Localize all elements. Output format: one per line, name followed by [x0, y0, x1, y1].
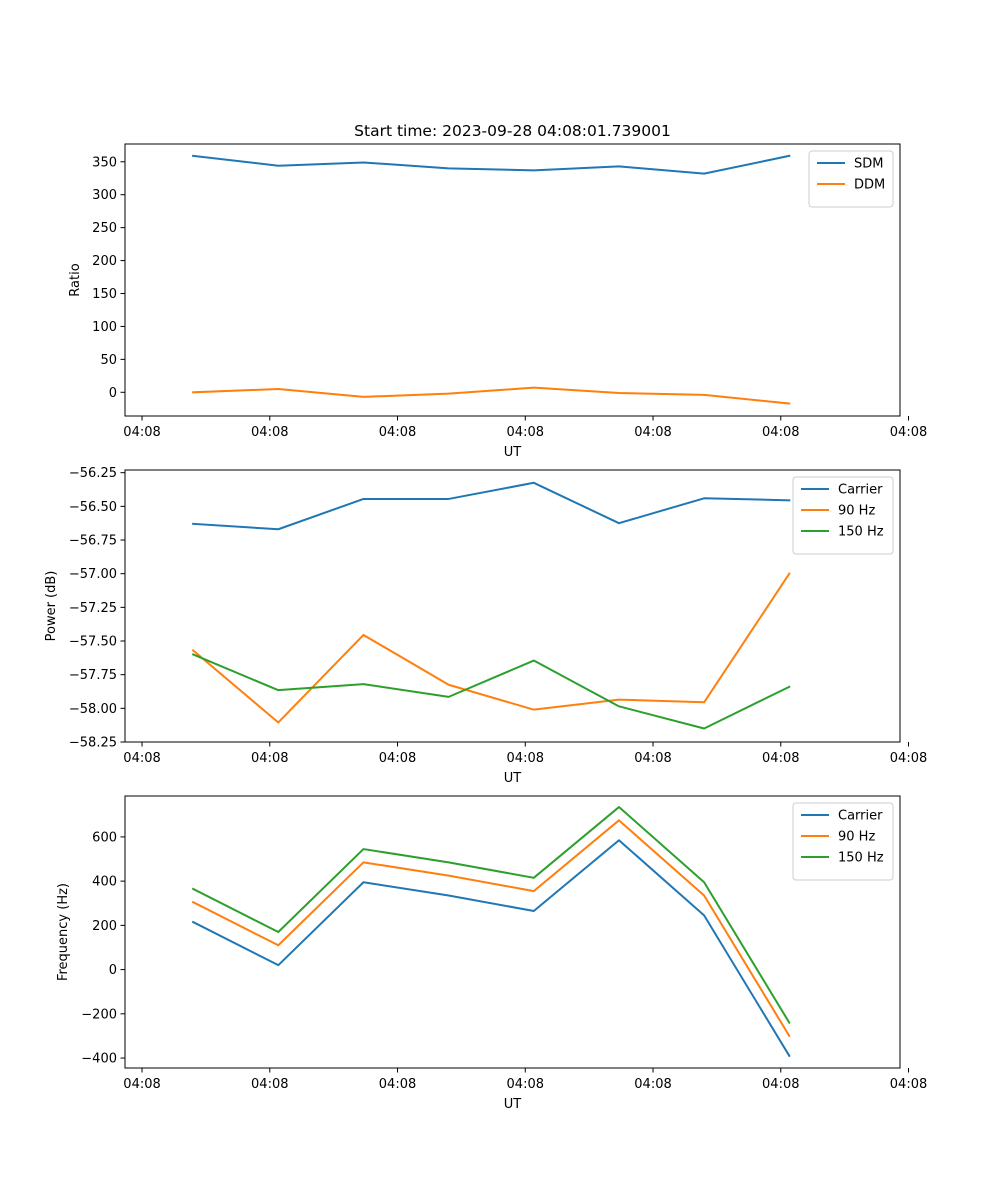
- ratio-series-line-sdm: [192, 154, 791, 175]
- frequency-x-tick-label: 04:08: [251, 1077, 288, 1092]
- ratio-legend-label: DDM: [854, 178, 885, 193]
- ratio-x-tick-label: 04:08: [634, 425, 671, 440]
- frequency-y-tick-label: 600: [92, 830, 117, 845]
- frequency-y-tick-label: 200: [92, 919, 117, 934]
- ratio-y-tick-label: 150: [92, 287, 117, 302]
- frequency-y-axis-label: Frequency (Hz): [56, 883, 71, 981]
- ratio-x-tick-label: 04:08: [123, 425, 160, 440]
- ratio-y-tick-label: 200: [92, 254, 117, 269]
- ratio-series-line-ddm: [192, 386, 791, 405]
- frequency-y-tick-label: 400: [92, 875, 117, 890]
- power-series-line-150-hz: [191, 653, 791, 730]
- power-x-axis-label: UT: [504, 771, 522, 786]
- frequency-series-line-90-hz: [191, 819, 791, 1038]
- ratio-x-tick-label: 04:08: [762, 425, 799, 440]
- power-axes-frame: [124, 469, 901, 743]
- frequency-x-tick-label: 04:08: [634, 1077, 671, 1092]
- power-legend: Carrier 90 Hz 150 Hz: [792, 476, 894, 555]
- power-y-tick-label: −56.50: [69, 500, 117, 515]
- frequency-legend-label: 90 Hz: [838, 830, 875, 845]
- ratio-legend-box: [808, 150, 894, 208]
- frequency-y-tick-label: −400: [81, 1052, 117, 1067]
- frequency-y-tick-label: −200: [81, 1007, 117, 1022]
- power-y-tick-label: −56.75: [69, 534, 117, 549]
- power-y-tick-label: −57.00: [69, 567, 117, 582]
- ratio-legend: SDM DDM: [808, 150, 894, 208]
- frequency-legend: Carrier 90 Hz 150 Hz: [792, 802, 894, 881]
- frequency-panel: 04:08 04:08 04:08 04:08 04:08 04:08 04:08 −400 −…: [56, 795, 927, 1112]
- frequency-x-axis-label: UT: [504, 1097, 522, 1112]
- power-x-tick-label: 04:08: [890, 751, 927, 766]
- power-x-tick-label: 04:08: [507, 751, 544, 766]
- power-y-tick-label: −56.25: [69, 466, 117, 481]
- ratio-x-tick-label: 04:08: [251, 425, 288, 440]
- power-y-tick-label: −57.75: [69, 668, 117, 683]
- ratio-x-axis-label: UT: [504, 445, 522, 460]
- ratio-y-tick-label: 250: [92, 221, 117, 236]
- ratio-panel: 04:08 04:08 04:08 04:08 04:08 04:08 04:08 0 50 10…: [68, 143, 927, 460]
- power-y-tick-label: −57.50: [69, 635, 117, 650]
- ratio-y-axis-label: Ratio: [68, 263, 83, 296]
- figure-title: Start time: 2023-09-28 04:08:01.739001: [354, 122, 671, 140]
- power-series-line-90-hz: [191, 572, 791, 724]
- frequency-y-tick-label: 0: [109, 963, 117, 978]
- frequency-legend-label: Carrier: [838, 809, 883, 824]
- power-y-tick-label: −58.00: [69, 702, 117, 717]
- power-legend-box: [792, 476, 894, 555]
- power-legend-label: 90 Hz: [838, 504, 875, 519]
- power-y-tick-label: −57.25: [69, 601, 117, 616]
- ratio-axes-frame: [124, 143, 901, 417]
- power-y-tick-label: −58.25: [69, 736, 117, 751]
- frequency-series-line-carrier: [191, 839, 791, 1058]
- frequency-series-line-150-hz: [191, 806, 791, 1025]
- frequency-x-tick-label: 04:08: [890, 1077, 927, 1092]
- power-series-line-carrier: [192, 481, 791, 531]
- ratio-y-tick-label: 350: [92, 155, 117, 170]
- ratio-legend-label: SDM: [854, 157, 883, 172]
- power-x-tick-label: 04:08: [251, 751, 288, 766]
- power-x-tick-label: 04:08: [379, 751, 416, 766]
- power-legend-label: Carrier: [838, 483, 883, 498]
- power-x-tick-label: 04:08: [762, 751, 799, 766]
- power-panel: 04:08 04:08 04:08 04:08 04:08 04:08 04:08 −58.2…: [44, 466, 927, 786]
- power-x-tick-label: 04:08: [123, 751, 160, 766]
- ratio-y-tick-label: 100: [92, 320, 117, 335]
- frequency-x-tick-label: 04:08: [762, 1077, 799, 1092]
- ratio-y-tick-label: 50: [100, 353, 117, 368]
- frequency-legend-label: 150 Hz: [838, 851, 884, 866]
- power-x-tick-label: 04:08: [634, 751, 671, 766]
- frequency-x-tick-label: 04:08: [123, 1077, 160, 1092]
- frequency-axes-frame: [124, 795, 901, 1069]
- frequency-x-tick-label: 04:08: [507, 1077, 544, 1092]
- ratio-y-tick-label: 0: [109, 386, 117, 401]
- ratio-x-tick-label: 04:08: [890, 425, 927, 440]
- power-y-axis-label: Power (dB): [44, 571, 59, 642]
- ratio-y-tick-label: 300: [92, 188, 117, 203]
- frequency-legend-box: [792, 802, 894, 881]
- power-legend-label: 150 Hz: [838, 525, 884, 540]
- ratio-x-tick-label: 04:08: [379, 425, 416, 440]
- frequency-x-tick-label: 04:08: [379, 1077, 416, 1092]
- ratio-x-tick-label: 04:08: [507, 425, 544, 440]
